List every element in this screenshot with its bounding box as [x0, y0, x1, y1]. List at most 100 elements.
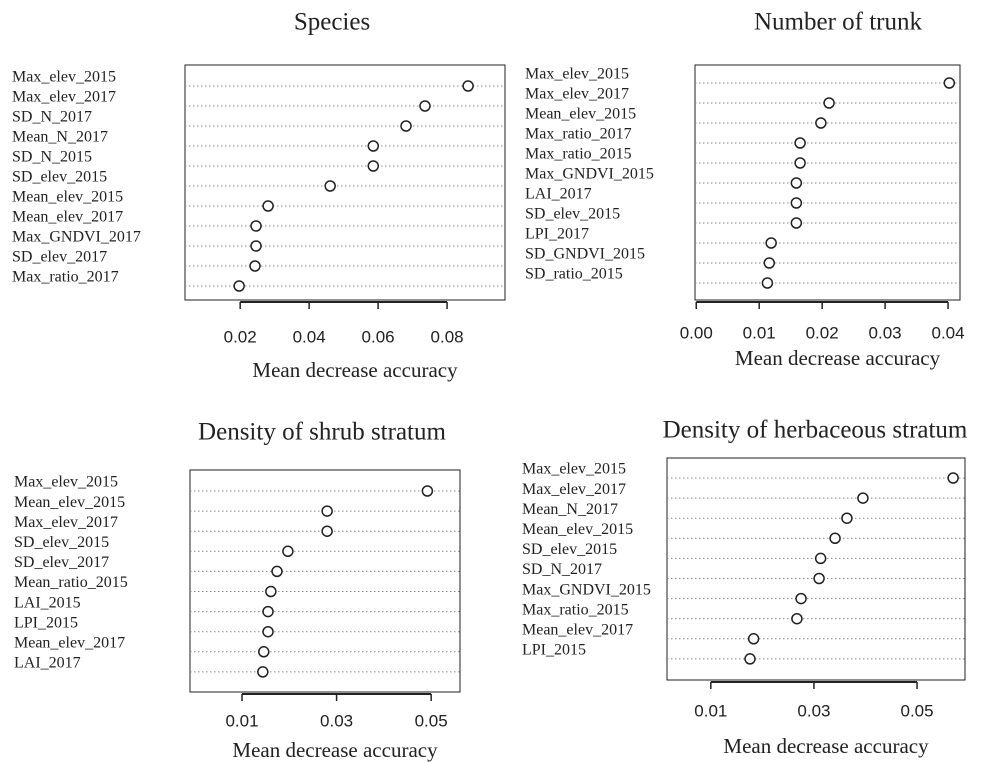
category-label: SD_elev_2017 — [14, 554, 109, 571]
x-tick-label: 0.01 — [743, 323, 776, 342]
category-label: Max_elev_2015 — [522, 461, 626, 478]
category-label: Mean_elev_2017 — [14, 634, 125, 651]
dot — [265, 585, 277, 598]
category-label: Mean_elev_2015 — [12, 189, 123, 206]
dot — [282, 545, 294, 558]
x-tick-label: 0.06 — [362, 327, 395, 346]
plot-box — [184, 64, 506, 301]
dot — [233, 280, 245, 292]
category-label: SD_GNDVI_2015 — [525, 246, 645, 263]
dot — [367, 140, 380, 152]
dot — [790, 197, 803, 209]
x-axis-title: Mean decrease accuracy — [252, 358, 458, 382]
category-label: SD_N_2017 — [522, 561, 602, 578]
category-label: Mean_elev_2015 — [525, 106, 636, 123]
dot — [249, 260, 261, 272]
dot — [790, 217, 803, 229]
category-label: Mean_elev_2015 — [14, 494, 125, 511]
category-label: Max_elev_2015 — [12, 69, 116, 86]
dot — [947, 472, 959, 484]
category-label: Max_elev_2017 — [525, 86, 629, 103]
chart-title: Density of herbaceous stratum — [663, 417, 968, 444]
category-label: Mean_elev_2015 — [522, 521, 633, 538]
x-tick-label: 0.03 — [320, 711, 353, 730]
dot — [791, 612, 803, 625]
dot — [367, 160, 380, 172]
plot-box — [189, 469, 461, 693]
category-label: Mean_ratio_2015 — [14, 574, 128, 591]
dot — [262, 625, 274, 638]
x-tick-label: 0.02 — [806, 323, 839, 342]
dot — [419, 100, 431, 112]
category-label: Max_elev_2017 — [14, 514, 118, 531]
dot — [813, 572, 825, 585]
dot — [823, 97, 835, 109]
category-label: SD_elev_2017 — [12, 249, 107, 266]
chart-title: Species — [294, 9, 370, 36]
dot — [744, 653, 756, 665]
category-label: Mean_N_2017 — [12, 129, 108, 146]
dot — [421, 485, 434, 497]
category-label: Max_elev_2017 — [522, 481, 626, 498]
dot — [841, 512, 853, 524]
category-label: Max_GNDVI_2017 — [12, 229, 141, 246]
dot — [763, 257, 776, 269]
plot-box — [666, 457, 966, 681]
category-label: SD_elev_2015 — [525, 206, 620, 223]
category-label: LAI_2015 — [14, 594, 81, 611]
category-label: Max_elev_2017 — [12, 89, 116, 106]
dot — [814, 552, 827, 565]
x-tick-label: 0.03 — [869, 323, 902, 342]
category-label: LAI_2017 — [525, 186, 592, 203]
x-tick-label: 0.04 — [931, 323, 964, 342]
category-label: Mean_elev_2017 — [12, 209, 123, 226]
category-label: Max_ratio_2015 — [522, 601, 629, 618]
x-tick-label: 0.04 — [293, 327, 326, 346]
dot — [462, 80, 474, 92]
dot — [258, 646, 270, 658]
x-axis-title: Mean decrease accuracy — [735, 346, 941, 370]
category-label: Mean_N_2017 — [522, 501, 618, 518]
x-tick-label: 0.08 — [431, 327, 464, 346]
x-tick-label: 0.02 — [224, 327, 257, 346]
category-label: Max_ratio_2017 — [525, 126, 632, 143]
dot — [815, 117, 827, 129]
dot — [747, 633, 760, 645]
dot — [400, 120, 412, 132]
dot — [271, 565, 283, 578]
category-label: SD_elev_2015 — [522, 541, 617, 558]
category-label: Mean_elev_2017 — [522, 621, 633, 638]
category-label: SD_elev_2015 — [14, 534, 109, 551]
dot — [829, 532, 841, 545]
dot — [324, 180, 336, 192]
x-axis-title: Mean decrease accuracy — [723, 734, 929, 758]
dot — [790, 177, 803, 189]
category-label: SD_ratio_2015 — [525, 266, 623, 283]
category-label: SD_elev_2015 — [12, 169, 107, 186]
x-tick-label: 0.00 — [680, 323, 713, 342]
x-axis-title: Mean decrease accuracy — [232, 738, 438, 762]
dot — [321, 505, 333, 517]
dot — [794, 137, 806, 149]
category-label: SD_N_2017 — [12, 109, 92, 126]
category-label: Max_GNDVI_2015 — [522, 581, 651, 598]
category-label: Max_GNDVI_2015 — [525, 166, 654, 183]
category-label: SD_N_2015 — [12, 149, 92, 166]
category-label: LPI_2015 — [522, 642, 586, 659]
dot — [250, 220, 262, 232]
dot — [761, 277, 774, 289]
category-label: Max_elev_2015 — [14, 474, 118, 491]
dot — [795, 592, 807, 605]
dot — [794, 157, 806, 169]
x-tick-label: 0.03 — [797, 701, 830, 720]
category-label: LPI_2015 — [14, 614, 78, 631]
dot — [943, 77, 956, 89]
dot — [765, 237, 777, 249]
dot — [257, 666, 269, 678]
x-tick-label: 0.05 — [901, 701, 934, 720]
category-label: LPI_2017 — [525, 226, 589, 243]
dot — [321, 525, 333, 537]
category-label: LAI_2017 — [14, 655, 81, 672]
dot — [250, 240, 262, 252]
chart-title: Density of shrub stratum — [198, 419, 446, 446]
